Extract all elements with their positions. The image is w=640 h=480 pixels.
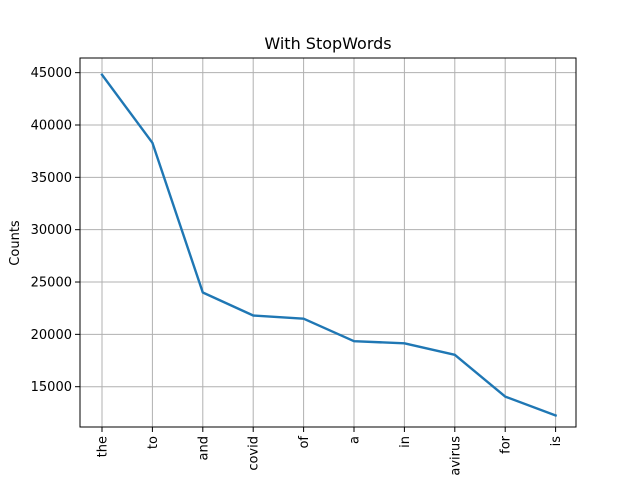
x-tick-label: a	[348, 436, 363, 444]
y-tick-label: 25000	[31, 276, 72, 291]
grid-lines	[80, 58, 576, 427]
chart-title: With StopWords	[264, 34, 391, 53]
x-tick-label: is	[549, 436, 564, 447]
x-tick-label: for	[499, 435, 514, 454]
y-tick-label: 30000	[31, 223, 72, 238]
x-tick-label: and	[196, 436, 211, 460]
x-tick-label: of	[297, 436, 312, 449]
y-tick-label: 15000	[31, 380, 72, 395]
x-tick-label: the	[96, 436, 111, 457]
x-tick-label: covid	[247, 436, 262, 471]
plot-frame	[79, 57, 577, 428]
y-tick-label: 20000	[31, 328, 72, 343]
x-tick-label: avirus	[448, 436, 463, 476]
y-tick-label: 40000	[31, 118, 72, 133]
x-tick-label: in	[398, 436, 413, 448]
series-line	[100, 73, 558, 418]
x-tick-label: to	[146, 436, 161, 449]
y-axis-label: Counts	[8, 220, 23, 266]
axes: the to and covid of a in avirus for is 15000 20000 2…	[31, 66, 564, 475]
y-tick-label: 45000	[31, 66, 72, 81]
y-tick-label: 35000	[31, 171, 72, 186]
series-layer	[100, 73, 558, 418]
